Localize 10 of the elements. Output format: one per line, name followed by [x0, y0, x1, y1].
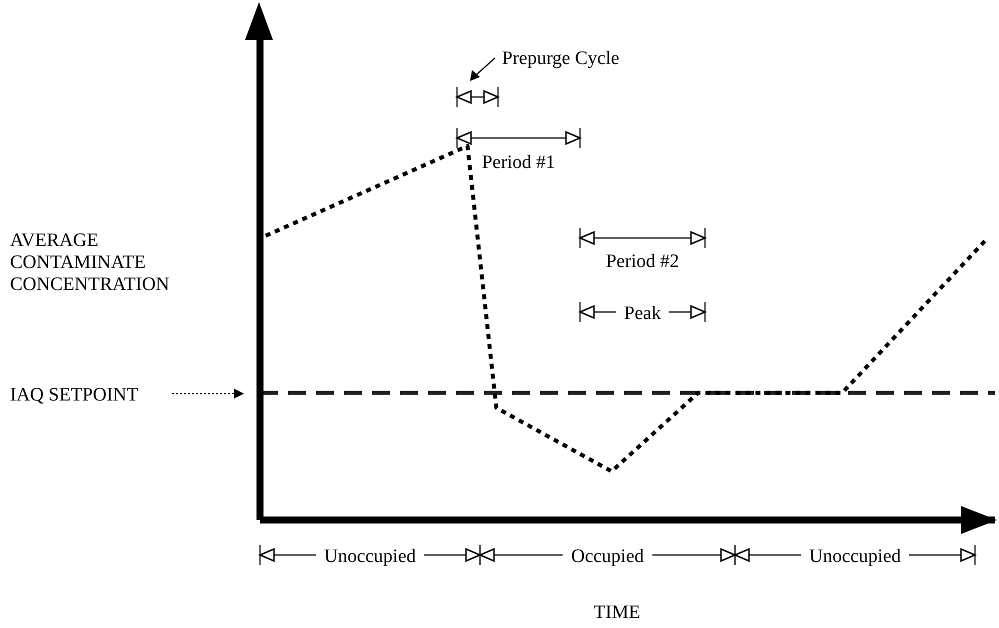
x-axis-title: TIME [594, 602, 640, 623]
text: Prepurge Cycle [502, 48, 620, 69]
text: Occupied [571, 546, 644, 567]
y-axis-title: AVERAGE CONTAMINATE CONCENTRATION [10, 230, 170, 295]
annotation: Period #1 [482, 152, 556, 173]
text: Unoccupied [809, 546, 902, 567]
annotation: Peak [624, 303, 662, 324]
ref-line-label: IAQ SETPOINT [10, 384, 139, 406]
text: Unoccupied [324, 546, 416, 567]
annotation: Period #2 [606, 251, 680, 272]
